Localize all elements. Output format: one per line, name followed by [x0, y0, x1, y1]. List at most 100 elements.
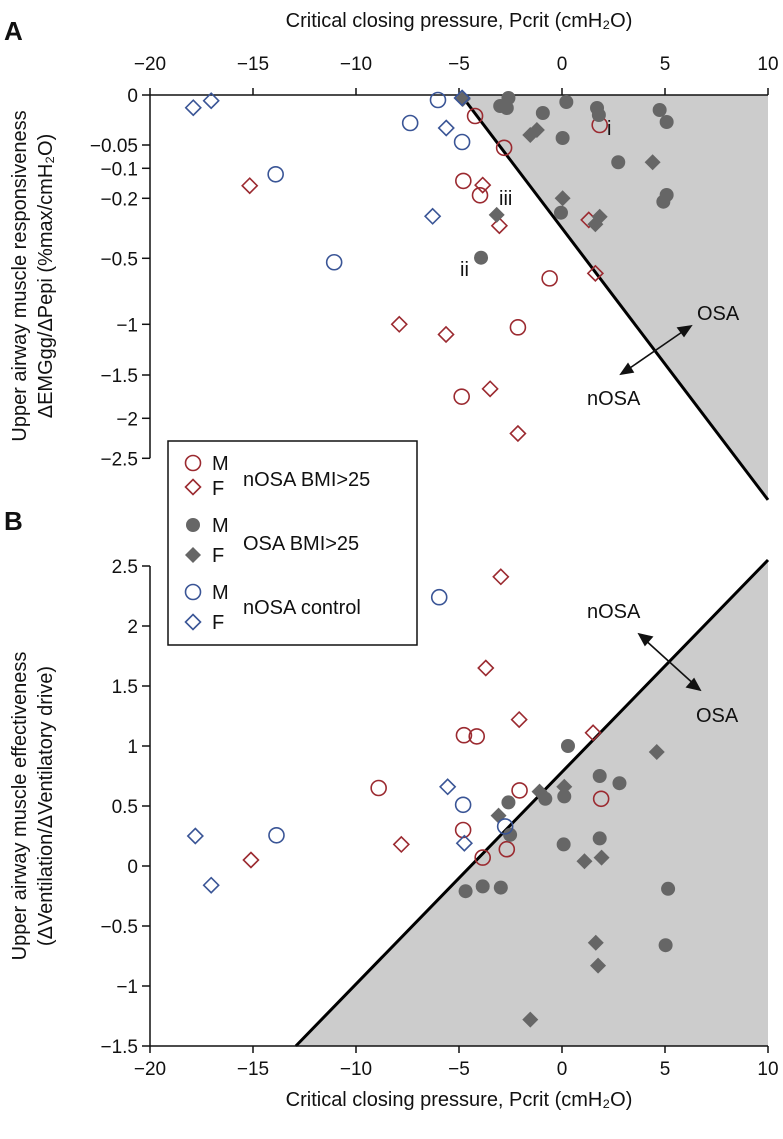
legend-marker-f [184, 613, 202, 631]
panel-b-point [242, 851, 260, 869]
panel-a-x-tick-label: −20 [134, 54, 166, 75]
panel-b-series-nosa-control-f [186, 778, 473, 894]
panel-a-point [390, 315, 408, 333]
annotation-ii: ii [460, 259, 469, 281]
panel-b-y-tick-label: 2 [127, 617, 138, 638]
legend-marker-m [184, 454, 202, 472]
panel-b-y-tick-label: 1 [127, 737, 138, 758]
panel-a-ylabel-line1: Upper airway muscle responsiveness [9, 110, 31, 441]
panel-b-series-nosa-bmi-25-f [242, 568, 602, 869]
panel-a-point [471, 187, 489, 204]
panel-b-x-tick-label: −20 [134, 1059, 166, 1080]
annotation-iii: iii [499, 188, 512, 210]
panel-a-y-tick-label: −0.05 [90, 136, 138, 157]
panel-b-xlabel: Critical closing pressure, Pcrit (cmH₂O) [286, 1089, 633, 1111]
panel-b-nosa-label: nOSA [587, 601, 641, 623]
panel-b-point [490, 807, 507, 824]
panel-b-point [587, 934, 604, 951]
legend-nosa-bmi-f: F [212, 478, 224, 500]
legend-marker-f [185, 547, 201, 563]
legend-control-m: M [212, 582, 229, 604]
panel-a-point [202, 92, 220, 110]
panel-a-point [466, 107, 484, 125]
panel-b-y-tick-label: 2.5 [112, 557, 138, 578]
panel-b-ylabel-line2: (ΔVentilation/ΔVentilatory drive) [35, 666, 57, 946]
panel-b-point [648, 744, 665, 760]
panel-a-point [528, 122, 545, 138]
panel-b-point [454, 796, 472, 814]
panel-b-point [612, 776, 627, 791]
panel-a-point [437, 325, 455, 344]
panel-b-point [556, 778, 573, 795]
panel-a-boundary-line [459, 94, 770, 501]
panel-b-point [556, 837, 571, 852]
panel-b-point [455, 834, 473, 852]
panel-b-y-tick-label: 0 [127, 857, 138, 878]
panel-b-point [590, 957, 607, 974]
legend: M F nOSA BMI>25 M F OSA BMI>25 M F nOSA … [167, 440, 418, 646]
panel-a-x-tick-label: −5 [448, 54, 470, 75]
panel-a-point [453, 388, 470, 405]
panel-b-x-tick-label: −10 [340, 1059, 372, 1080]
panel-a-point [474, 250, 489, 265]
panel-b-boundary-line [294, 558, 770, 1048]
panel-a-point [591, 108, 606, 122]
panel-b-point [658, 938, 673, 953]
panel-a-point [554, 190, 571, 207]
panel-b-x-tick-label: −15 [237, 1059, 269, 1080]
panel-b-point [392, 835, 410, 854]
panel-a-y-tick-label: −2 [116, 409, 138, 430]
panel-a-point [499, 101, 514, 115]
panel-b-point [475, 879, 490, 894]
panel-b-x-tick-label: −5 [448, 1059, 470, 1080]
panel-b-point [186, 827, 204, 845]
panel-a-x-tick-label: 10 [757, 54, 778, 75]
panel-a-point [509, 319, 527, 336]
panel-b-point [455, 726, 473, 744]
panel-a-point [481, 380, 499, 398]
panel-b-point [592, 769, 607, 783]
panel-a-point [553, 205, 568, 220]
panel-a-point [587, 216, 604, 233]
axes: −20 −15 −10 −5 0 5 100−0.05−0.1−0.2−0.5−1−1.5−… [90, 54, 779, 1080]
panel-a-x-tick-label: −10 [340, 54, 372, 75]
panel-b-point [531, 783, 548, 800]
panel-a-y-tick-label: −0.5 [100, 249, 138, 270]
panel-a-series-nosa-bmi-25-m [453, 107, 608, 405]
panel-b-point [468, 728, 486, 745]
panel-b-double-arrow [637, 632, 702, 692]
panel-a-y-tick-label: −0.1 [100, 159, 138, 180]
panel-a-point [586, 264, 605, 282]
panel-a-label: A [4, 16, 23, 46]
panel-b-point [474, 849, 491, 866]
panel-b-point [454, 821, 472, 839]
panel-b-y-tick-label: −1 [116, 977, 138, 998]
panel-a-y-tick-label: −1 [116, 315, 138, 336]
panel-b-point [592, 831, 607, 846]
panel-a-point [559, 95, 574, 109]
panel-b-point [492, 568, 510, 586]
legend-osa-bmi-m: M [212, 515, 229, 537]
panel-b-point [522, 1011, 539, 1028]
panel-a-point [509, 424, 527, 443]
panel-b-point [510, 710, 528, 729]
data-points [184, 89, 676, 1028]
panel-a-series-nosa-bmi-25-f [241, 176, 605, 443]
legend-osa-bmi-label: OSA BMI>25 [243, 533, 359, 555]
panel-b-series-osa-bmi-25-f [490, 744, 665, 1028]
panel-a-point [474, 176, 492, 194]
panel-a-point [541, 270, 558, 287]
panel-a-point [659, 115, 674, 129]
panel-b-point [576, 853, 593, 870]
annotation-i: i [607, 118, 611, 140]
panel-b-point [493, 880, 508, 895]
panel-b-point [557, 789, 572, 804]
panel-a-point [429, 91, 447, 109]
legend-marker-f [184, 478, 202, 496]
panel-b-point [458, 884, 473, 899]
panel-a-xlabel: Critical closing pressure, Pcrit (cmH₂O) [286, 10, 633, 32]
panel-a-y-tick-label: −0.2 [100, 189, 138, 210]
panel-a-point [495, 139, 513, 157]
panel-a-series-osa-bmi-25-m [474, 91, 674, 265]
